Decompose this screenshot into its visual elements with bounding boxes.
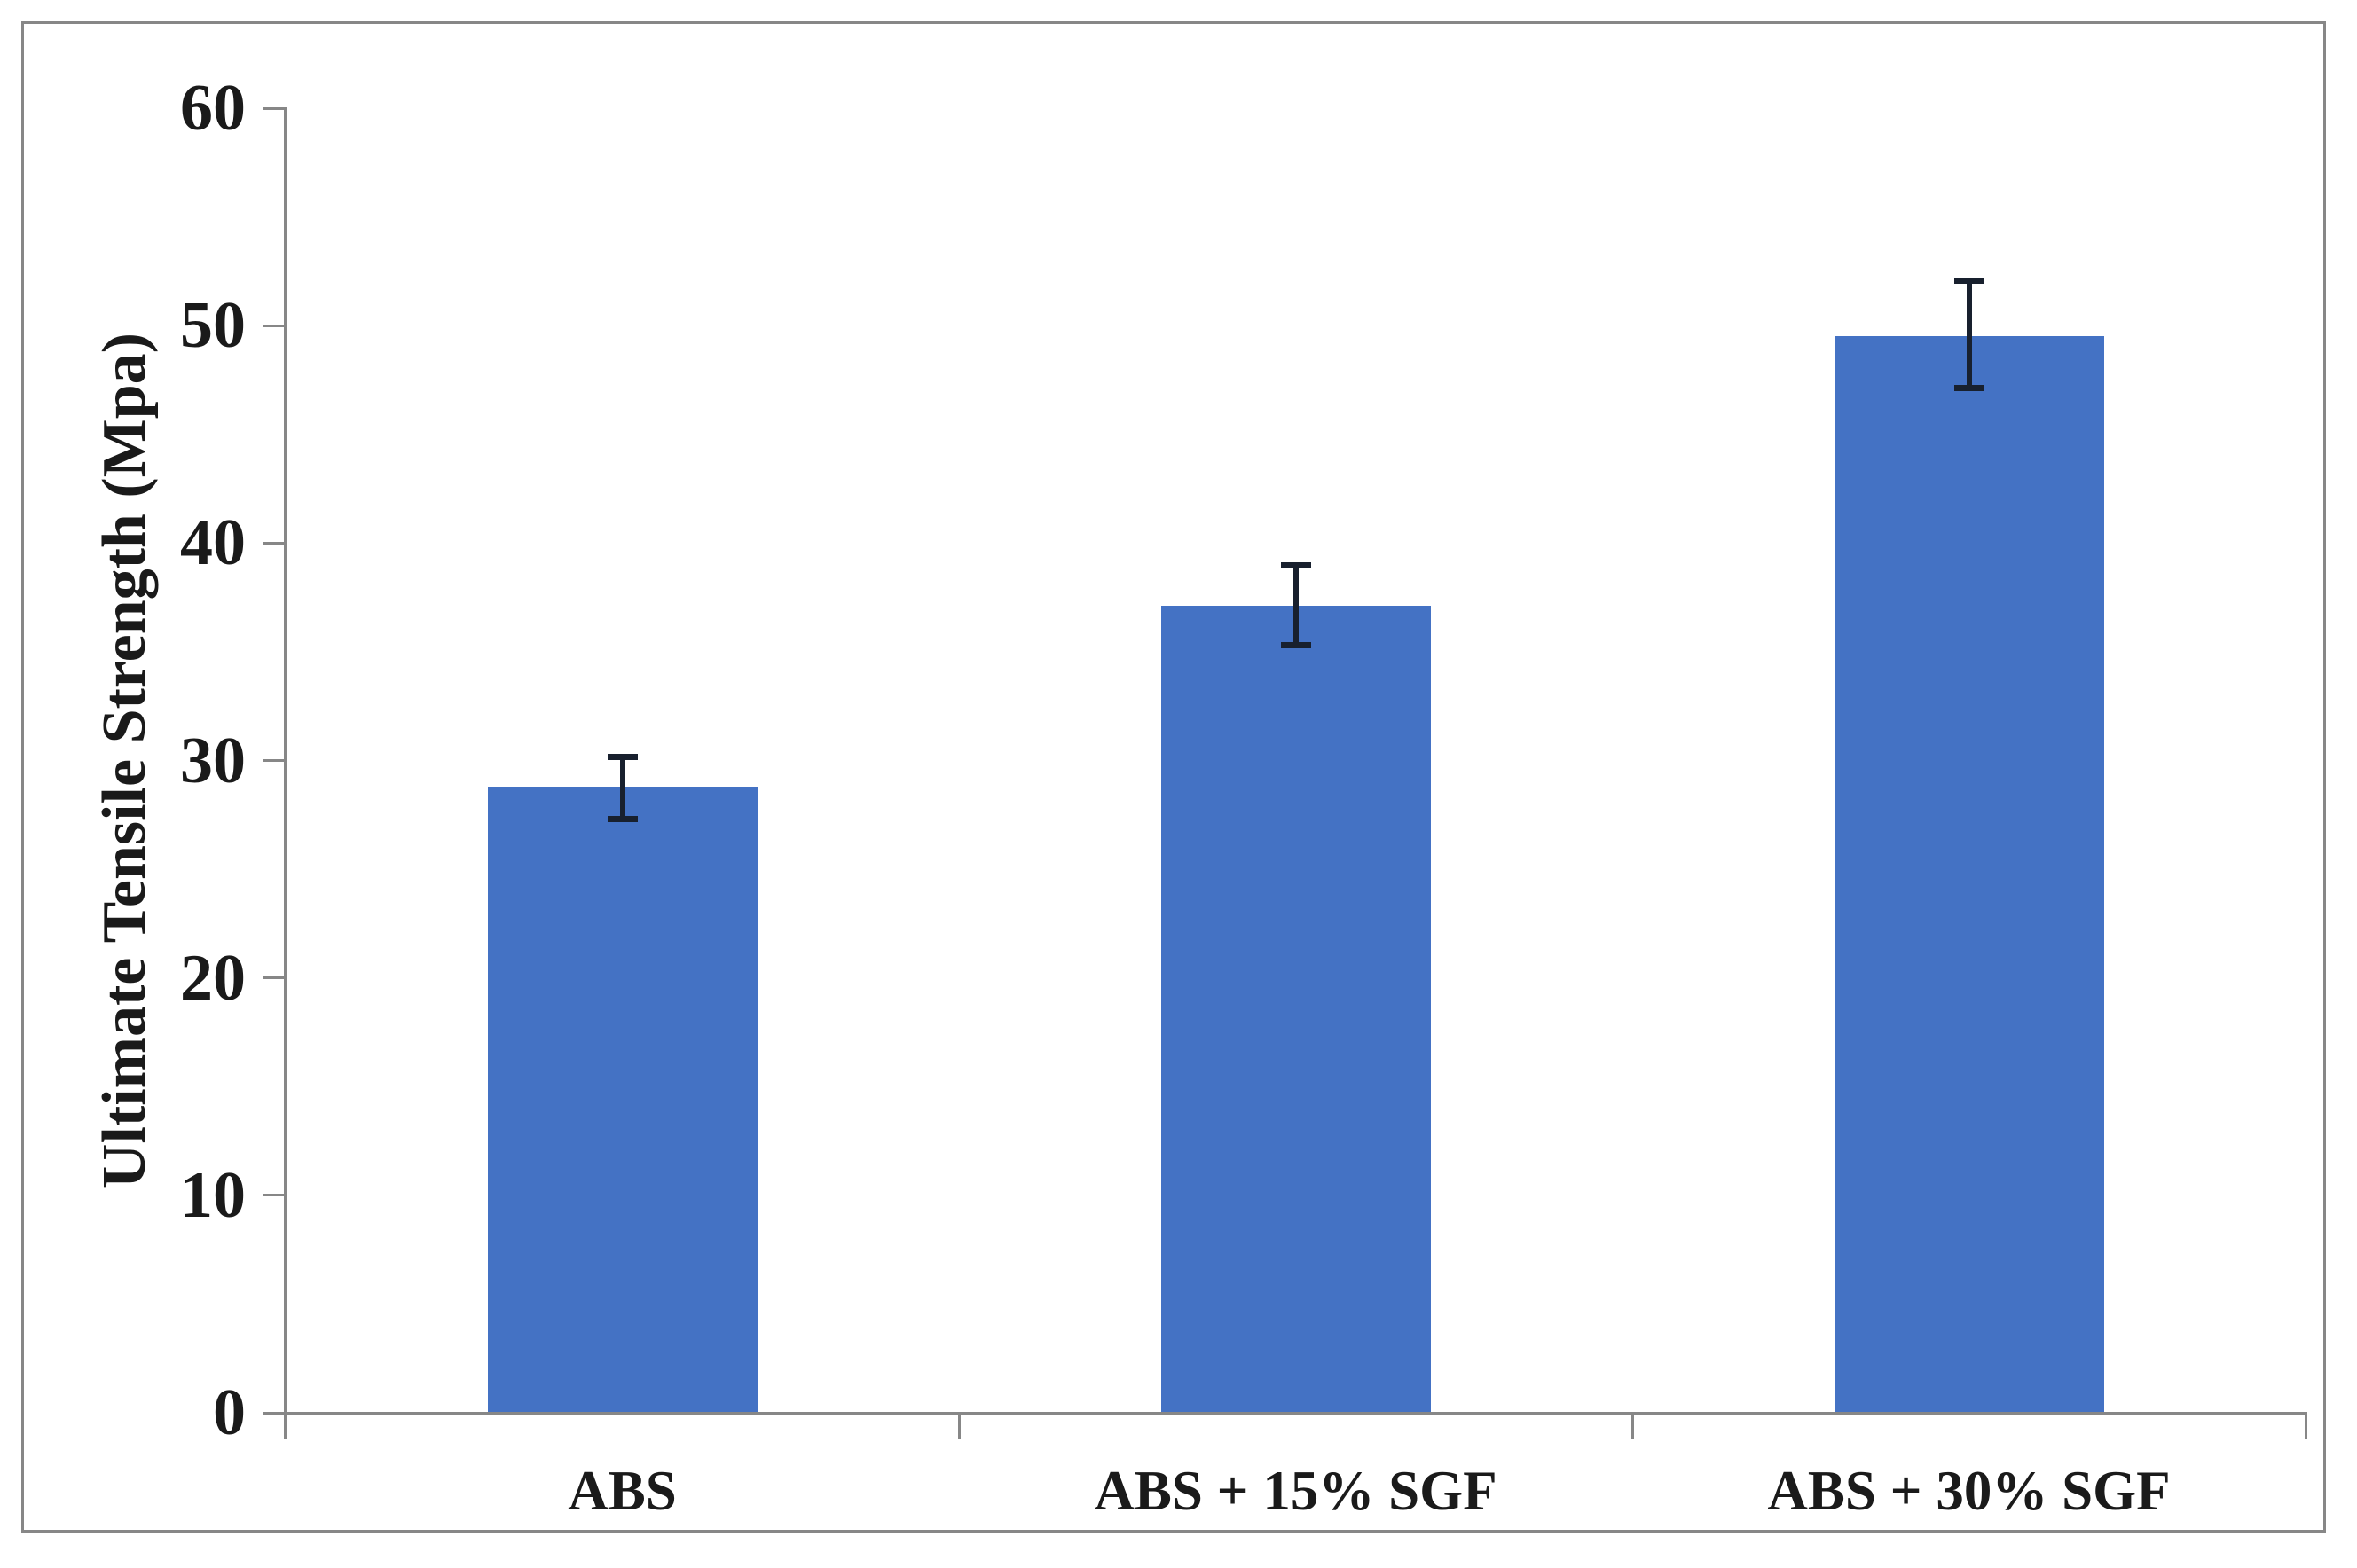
x-axis-line [284, 1412, 2307, 1415]
error-whisker-0 [619, 756, 625, 819]
y-tick-40 [263, 541, 286, 545]
x-boundary-tick-1 [957, 1414, 961, 1439]
y-tick-label-30: 30 [180, 724, 246, 797]
error-cap-top-2 [1953, 277, 1984, 284]
error-cap-bottom-2 [1953, 385, 1984, 392]
bar-0 [487, 786, 758, 1414]
x-boundary-tick-2 [1630, 1414, 1634, 1439]
error-whisker-1 [1292, 564, 1299, 646]
x-boundary-tick-3 [2304, 1414, 2307, 1439]
bar-1 [1160, 606, 1431, 1414]
y-axis-line [284, 107, 287, 1434]
bar-2 [1834, 336, 2104, 1414]
x-label-1: ABS + 15% SGF [1094, 1460, 1497, 1522]
y-tick-60 [263, 106, 286, 110]
x-label-2: ABS + 30% SGF [1767, 1460, 2171, 1522]
error-cap-top-1 [1280, 561, 1311, 568]
y-tick-label-0: 0 [213, 1376, 246, 1449]
y-tick-label-60: 60 [180, 72, 246, 145]
y-tick-20 [263, 976, 286, 980]
x-boundary-tick-0 [284, 1414, 287, 1439]
y-tick-label-10: 10 [180, 1158, 246, 1232]
error-whisker-2 [1966, 279, 1972, 389]
error-cap-top-0 [607, 753, 638, 760]
y-tick-10 [263, 1194, 286, 1197]
y-tick-30 [263, 759, 286, 762]
error-cap-bottom-1 [1280, 641, 1311, 648]
y-tick-50 [263, 324, 286, 327]
y-tick-label-20: 20 [180, 941, 246, 1015]
y-tick-0 [263, 1411, 286, 1415]
error-cap-bottom-0 [607, 815, 638, 822]
y-tick-label-50: 50 [180, 289, 246, 363]
chart-outer-border: Ultimate Tensile Strength (Mpa) 0 10 20 30 4… [21, 21, 2326, 1533]
x-label-0: ABS [568, 1460, 677, 1522]
y-tick-label-40: 40 [180, 506, 246, 580]
